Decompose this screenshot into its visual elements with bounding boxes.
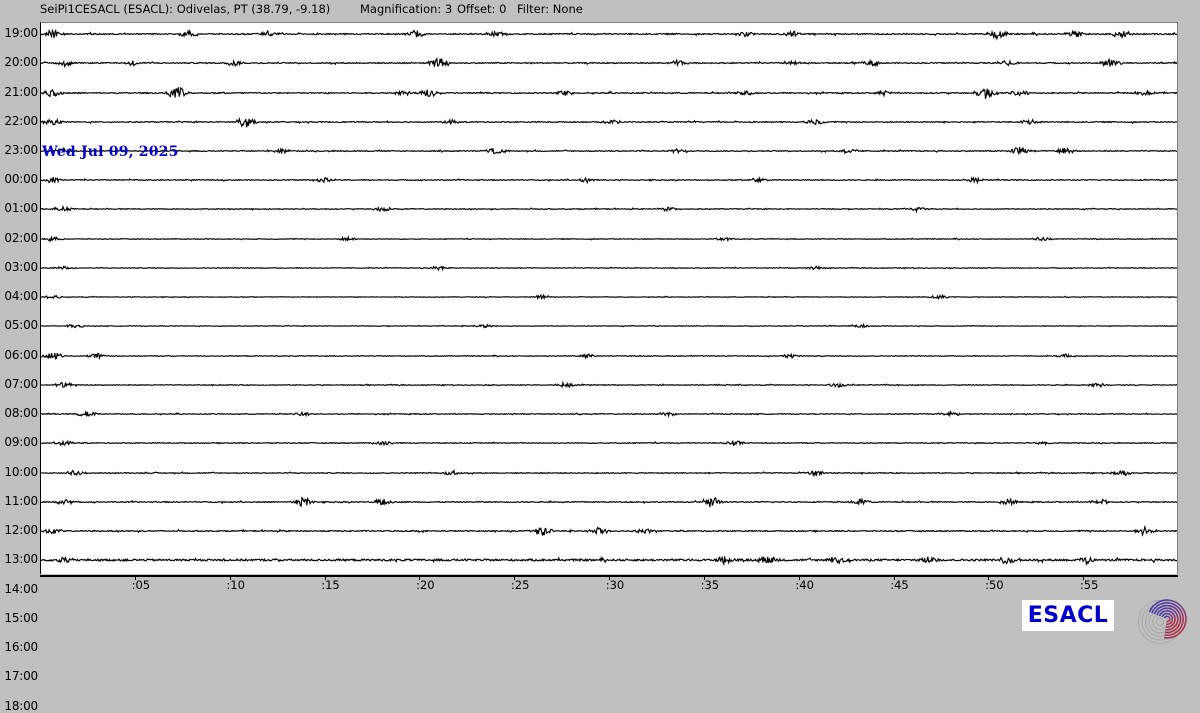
trace-2300 (41, 146, 1177, 155)
time-label-1900: 19:00 (4, 26, 38, 40)
filter-label: Filter: None (517, 2, 583, 16)
trace-0600 (41, 352, 1177, 361)
time-label-2200: 22:00 (4, 114, 38, 128)
minute-label-50: :50 (985, 578, 1004, 592)
trace-1900 (41, 28, 1177, 41)
time-label-1500: 15:00 (4, 611, 38, 625)
logo-wave-arc-2 (1161, 612, 1174, 626)
time-label-0800: 08:00 (4, 406, 38, 420)
minute-tick-10 (229, 575, 231, 580)
minute-label-20: :20 (416, 578, 435, 592)
trace-0400 (41, 293, 1177, 301)
station-info-label: SeiPi1CESACL (ESACL): Odivelas, PT (38.7… (40, 2, 331, 16)
trace-1300 (41, 555, 1177, 567)
minute-label-25: :25 (510, 578, 530, 592)
header-bar: SeiPi1CESACL (ESACL): Odivelas, PT (38.7… (0, 0, 1200, 20)
minute-label-35: :35 (700, 578, 720, 592)
logo-wave-arc-5 (1153, 604, 1182, 634)
minute-label-45: :45 (890, 578, 909, 592)
minute-label-5: :05 (131, 578, 151, 592)
trace-0900 (41, 439, 1177, 447)
time-label-0300: 03:00 (4, 260, 38, 274)
time-label-2100: 21:00 (4, 85, 38, 99)
helicorder-plot[interactable] (40, 22, 1178, 574)
time-label-0200: 02:00 (4, 231, 38, 245)
minute-tick-55 (1083, 575, 1085, 580)
time-label-1100: 11:00 (4, 494, 38, 508)
magnification-label: Magnification: 3 (360, 2, 453, 16)
time-label-1300: 13:00 (4, 552, 38, 566)
logo-wave-arc-3 (1158, 610, 1176, 628)
trace-0800 (41, 410, 1177, 419)
time-label-0100: 01:00 (4, 201, 38, 215)
trace-0300 (41, 265, 1177, 272)
time-label-2300: 23:00 (4, 143, 38, 157)
time-label-0900: 09:00 (4, 435, 38, 449)
trace-1000 (41, 468, 1177, 478)
trace-2100 (41, 86, 1177, 99)
logo-wave-arc-4 (1156, 607, 1179, 631)
esacl-logo-box: ESACL (1022, 600, 1114, 631)
time-label-0700: 07:00 (4, 377, 38, 391)
minute-tick-30 (609, 575, 610, 580)
time-label-1200: 12:00 (4, 523, 38, 537)
date-stamp-label: Wed Jul 09, 2025 (42, 144, 179, 160)
minute-tick-40 (798, 575, 800, 580)
trace-0500 (41, 322, 1177, 329)
time-label-1800: 18:00 (4, 699, 38, 713)
trace-1200 (41, 524, 1177, 537)
minute-tick-50 (988, 575, 990, 580)
minute-label-10: :10 (226, 578, 245, 592)
trace-0200 (41, 234, 1177, 243)
minute-tick-5 (134, 575, 136, 580)
minute-label-15: :15 (321, 578, 340, 592)
time-label-0000: 00:00 (4, 172, 38, 186)
logo-wave-arc-6 (1151, 602, 1184, 636)
time-label-1400: 14:00 (4, 582, 38, 596)
time-label-0600: 06:00 (4, 348, 38, 362)
minute-tick-15 (324, 575, 326, 580)
trace-0000 (41, 176, 1177, 185)
time-label-1000: 10:00 (4, 465, 38, 479)
time-label-1700: 17:00 (4, 669, 38, 683)
time-axis-labels: 19:00 20:00 21:00 22:00 23:00 00:00 01:00 02:00… (0, 22, 40, 713)
minute-label-30: :30 (605, 578, 625, 592)
minute-label-40: :40 (795, 578, 814, 592)
time-label-0500: 05:00 (4, 318, 38, 332)
minute-tick-20 (419, 575, 421, 580)
trace-0700 (41, 380, 1177, 389)
seismic-waves-logo-icon (1137, 599, 1187, 645)
seismogram-traces (41, 28, 1177, 567)
minute-axis-labels: :05 :10 :15 :20 :25 :30 :35 :40 :45 :50 :55 (0, 578, 1200, 596)
logo-gray-arc-1 (1155, 617, 1165, 627)
logo-wave-arc-1 (1163, 615, 1171, 623)
minute-tick-35 (703, 575, 705, 580)
trace-0100 (41, 204, 1177, 214)
logo-gray-arc-6 (1137, 599, 1183, 645)
time-label-1600: 16:00 (4, 640, 38, 654)
trace-2000 (41, 57, 1177, 68)
offset-label: Offset: 0 (457, 2, 507, 16)
minute-tick-25 (514, 575, 516, 580)
logo-wave-arc-7 (1148, 599, 1187, 639)
time-label-0400: 04:00 (4, 289, 38, 303)
minute-tick-45 (893, 575, 895, 580)
trace-1100 (41, 496, 1177, 508)
esacl-logo-text: ESACL (1027, 603, 1109, 628)
time-label-2000: 20:00 (4, 55, 38, 69)
trace-2200 (41, 116, 1177, 128)
minute-label-55: :55 (1079, 578, 1099, 592)
